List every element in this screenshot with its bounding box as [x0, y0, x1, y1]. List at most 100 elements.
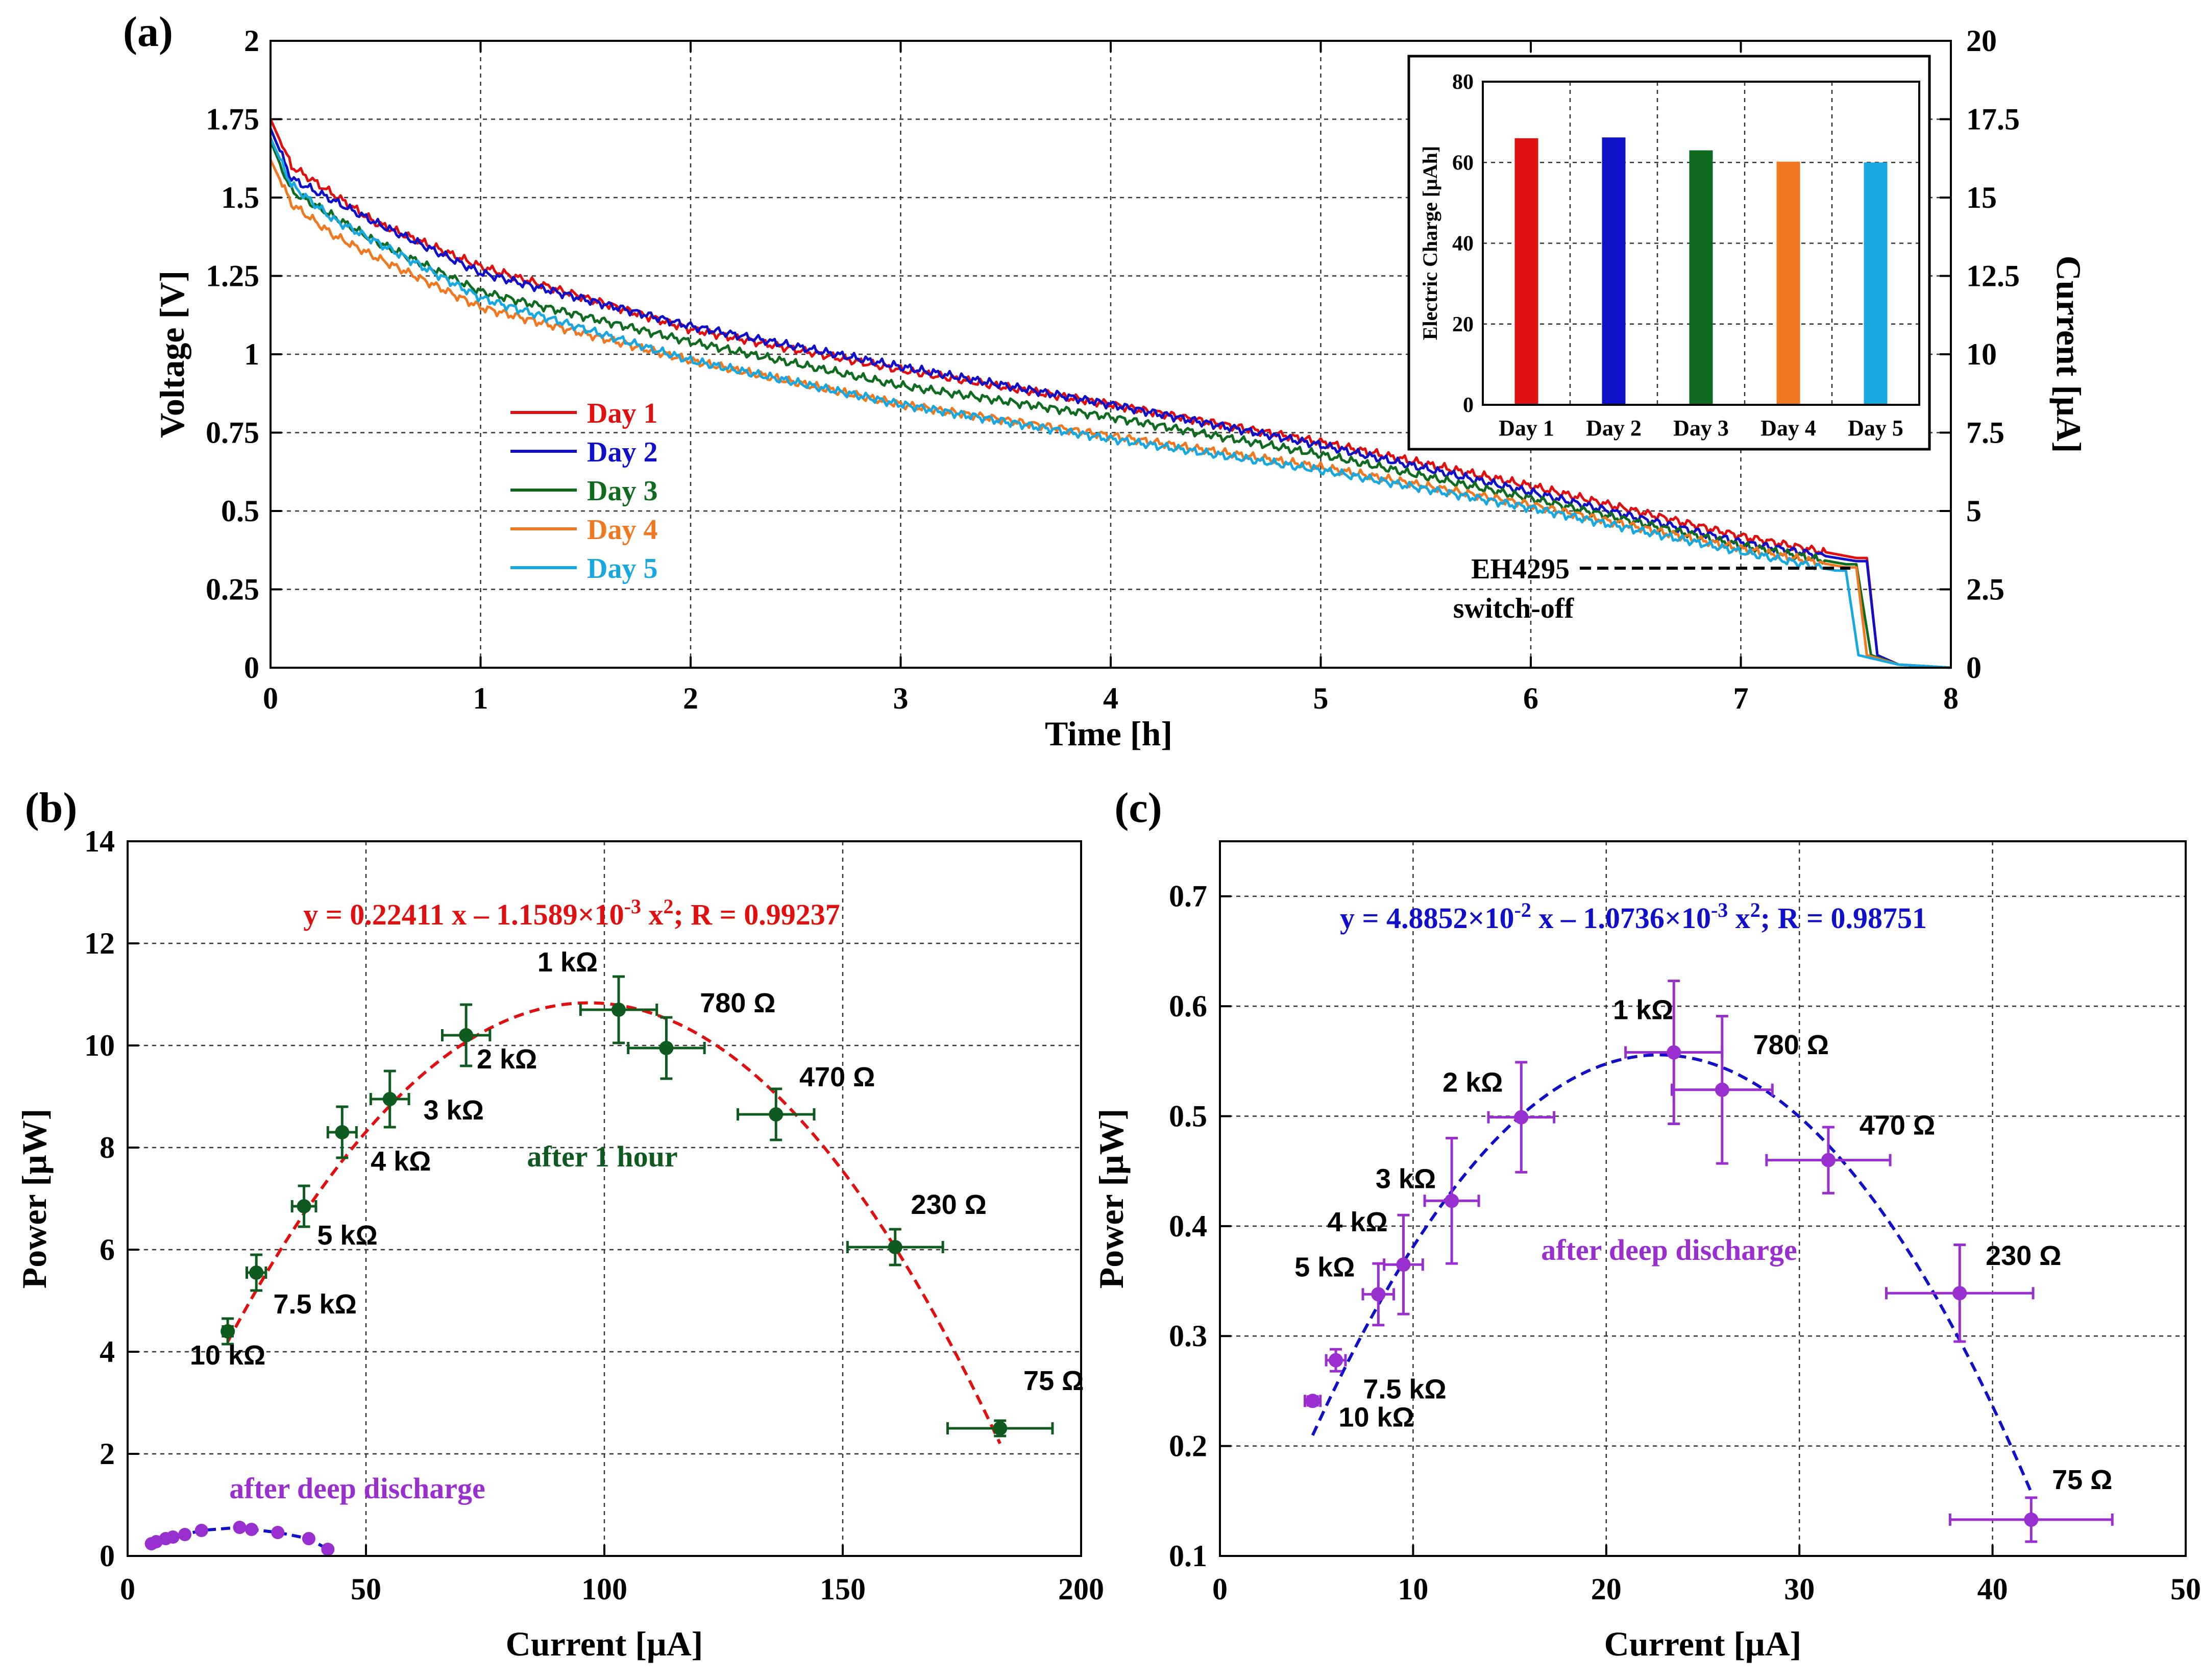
data-point	[321, 1543, 335, 1556]
y2-tick-label: 0	[1966, 651, 1982, 685]
x-tick-label: 8	[1943, 681, 1959, 715]
y-tick-label: 14	[84, 824, 115, 858]
y-tick-label: 2	[244, 24, 259, 58]
y-tick-label: 0.2	[1169, 1429, 1207, 1463]
y2-tick-label: 2.5	[1966, 573, 2004, 606]
point-label: 2 kΩ	[477, 1044, 537, 1075]
x-tick-label: 40	[1977, 1572, 2008, 1606]
data-point	[769, 1107, 784, 1122]
data-point	[297, 1199, 311, 1213]
x-tick-label: 3	[893, 681, 909, 715]
point-label: 5 kΩ	[1294, 1252, 1355, 1282]
point-label: 10 kΩ	[190, 1340, 265, 1371]
point-label: 75 Ω	[1023, 1366, 1084, 1396]
y-tick-label: 0	[244, 651, 259, 685]
x-tick-label: 0	[1212, 1572, 1228, 1606]
legend-label: Day 1	[587, 398, 657, 429]
inset-frame	[1407, 55, 1931, 451]
x-axis-label: Time [h]	[1045, 714, 1172, 753]
x-tick-label: 30	[1784, 1572, 1815, 1606]
series-line-day-1	[269, 118, 1951, 669]
y-tick-label: 10	[84, 1029, 115, 1062]
x-tick-label: 5	[1313, 681, 1329, 715]
y-tick-label: 0.5	[1169, 1099, 1207, 1133]
y-tick-label: 2	[100, 1437, 115, 1471]
x-tick-label: 200	[1058, 1572, 1104, 1606]
data-point	[1396, 1257, 1411, 1272]
inset-y-tick-label: 20	[1452, 313, 1474, 336]
inset-plot-frame	[1482, 81, 1920, 406]
annotation-eh4295: EH4295	[1471, 553, 1570, 585]
panel-label: (b)	[25, 784, 78, 832]
y-tick-label: 0.1	[1169, 1539, 1207, 1573]
point-label: 7.5 kΩ	[273, 1289, 356, 1320]
x-tick-label: 50	[351, 1572, 381, 1606]
data-point	[233, 1521, 247, 1534]
inset-bar-day-2	[1602, 137, 1626, 405]
data-point	[166, 1530, 180, 1544]
data-point	[1715, 1082, 1729, 1097]
fit-equation-superscript: 2	[663, 895, 673, 918]
data-point	[271, 1526, 285, 1539]
y-tick-label: 1	[244, 337, 259, 371]
point-label: 5 kΩ	[317, 1220, 377, 1251]
data-point	[459, 1028, 474, 1042]
point-label: 4 kΩ	[371, 1146, 431, 1177]
data-point	[993, 1421, 1008, 1435]
inset-x-tick-label: Day 1	[1499, 416, 1554, 441]
inset-x-tick-label: Day 5	[1848, 416, 1903, 441]
y2-tick-label: 17.5	[1966, 103, 2020, 136]
y-tick-label: 0.25	[206, 573, 259, 606]
fit-equation-text: ; R = 0.99237	[673, 898, 840, 931]
legend-label: Day 2	[587, 436, 657, 468]
y-tick-label: 1.75	[206, 103, 259, 136]
data-point	[612, 1003, 626, 1017]
panel-c: (c) 0 10 20 30 40 50 0.1 0.2 0.3 0.4 0.5 0.6 0.7 10 kΩ…	[1092, 784, 2201, 1663]
x-axis-label: Current [μA]	[1604, 1624, 1802, 1663]
y-tick-label: 4	[100, 1335, 115, 1369]
fit-equation: y = 4.8852×10-2 x – 1.0736×10-3 x2; R = …	[1340, 898, 1927, 935]
inset-y-tick-label: 80	[1452, 70, 1474, 94]
inset-y-tick-label: 0	[1463, 394, 1474, 417]
inset-y-tick-label: 40	[1452, 232, 1474, 256]
data-point	[1667, 1045, 1681, 1060]
series-line-day-5	[269, 137, 1951, 669]
data-point	[178, 1528, 192, 1541]
y-tick-label: 0	[100, 1539, 115, 1573]
data-point	[1514, 1110, 1529, 1125]
x-tick-label: 6	[1523, 681, 1538, 715]
data-point	[659, 1041, 674, 1055]
y-axis-label: Power [μW]	[15, 1109, 54, 1289]
y2-tick-label: 12.5	[1966, 259, 2020, 293]
y2-tick-label: 7.5	[1966, 416, 2004, 450]
x-tick-label: 10	[1398, 1572, 1428, 1606]
fit-equation: y = 0.22411 x – 1.1589×10-3 x2; R = 0.99…	[303, 895, 840, 932]
data-point	[1445, 1194, 1459, 1208]
y-tick-label: 1.5	[221, 181, 259, 214]
point-label: 75 Ω	[2052, 1465, 2112, 1495]
x-tick-label: 20	[1591, 1572, 1622, 1606]
point-label: 780 Ω	[1753, 1030, 1829, 1060]
panel-b: (b) 0 50 100 150 200 0 2 4 6 8 10 12 14 10 kΩ 7.5 kΩ 5 k…	[15, 784, 1104, 1663]
inset-x-tick-label: Day 3	[1673, 416, 1729, 441]
point-label: 470 Ω	[799, 1062, 875, 1092]
x-tick-label: 150	[820, 1572, 866, 1606]
data-point	[335, 1125, 350, 1139]
point-label: 3 kΩ	[424, 1095, 484, 1126]
y-tick-label: 1.25	[206, 259, 259, 293]
point-label: 230 Ω	[1986, 1240, 2061, 1271]
fit-equation-superscript: 2	[1750, 898, 1760, 921]
point-label: 470 Ω	[1860, 1110, 1935, 1141]
legend-label: Day 4	[587, 514, 657, 546]
fit-equation-superscript: -3	[624, 895, 641, 918]
series-after-deep-discharge	[144, 1521, 335, 1556]
data-point	[1952, 1286, 1967, 1301]
fit-equation-text: ; R = 0.98751	[1760, 902, 1927, 935]
data-point	[1329, 1353, 1343, 1368]
y-tick-label: 0.75	[206, 416, 259, 450]
fit-equation-superscript: -3	[1711, 898, 1728, 921]
x-tick-label: 4	[1103, 681, 1118, 715]
plot-frame	[127, 840, 1082, 1557]
x-tick-label: 2	[683, 681, 698, 715]
